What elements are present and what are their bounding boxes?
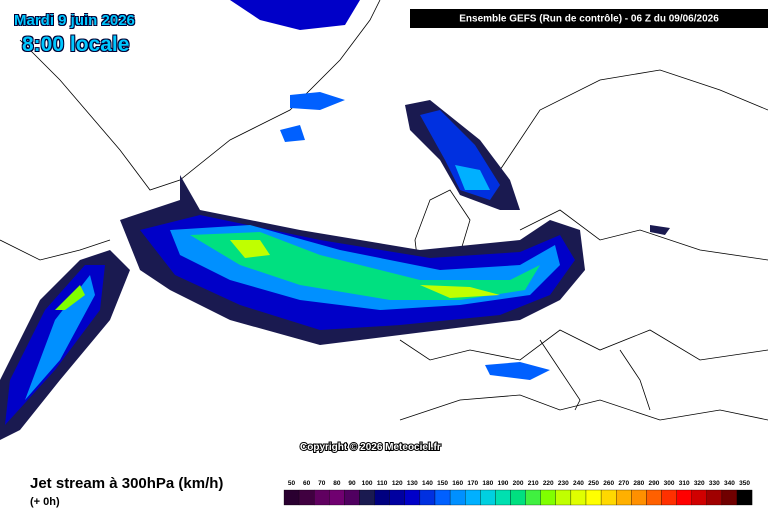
colorbar-label: 300 bbox=[664, 480, 675, 487]
colorbar-label: 280 bbox=[633, 480, 644, 487]
color-swatch bbox=[706, 489, 723, 506]
color-swatch bbox=[691, 489, 707, 506]
colorbar-label: 160 bbox=[452, 480, 463, 487]
colorbar-label: 350 bbox=[739, 480, 750, 487]
colorbar-label: 240 bbox=[573, 480, 584, 487]
jet-stream bbox=[0, 0, 670, 440]
colorbar-label: 290 bbox=[649, 480, 660, 487]
colorbar-label: 100 bbox=[362, 480, 373, 487]
color-swatch bbox=[359, 489, 375, 506]
color-swatch bbox=[374, 489, 390, 506]
colorbar-label: 250 bbox=[588, 480, 599, 487]
colorbar-label: 340 bbox=[724, 480, 735, 487]
color-swatch bbox=[585, 489, 602, 506]
colorbar-label: 70 bbox=[318, 480, 326, 487]
color-swatch bbox=[631, 489, 647, 506]
colorbar-label: 260 bbox=[603, 480, 614, 487]
color-swatch bbox=[540, 489, 556, 506]
coastlines bbox=[0, 0, 768, 421]
color-swatch bbox=[298, 489, 315, 506]
colorbar-label: 330 bbox=[709, 480, 720, 487]
colorbar-label: 230 bbox=[558, 480, 569, 487]
run-box bbox=[410, 9, 768, 28]
colorbar-label: 50 bbox=[288, 480, 296, 487]
color-swatch bbox=[314, 489, 330, 506]
colorbar-label: 310 bbox=[679, 480, 690, 487]
color-swatch bbox=[419, 489, 436, 506]
time-label: 8:00 locale bbox=[22, 33, 130, 56]
color-swatch bbox=[465, 489, 481, 506]
color-swatch bbox=[661, 489, 677, 506]
run-label: Ensemble GEFS (Run de contrôle) - 06 Z d… bbox=[459, 14, 719, 25]
colorbar-label: 320 bbox=[694, 480, 705, 487]
color-swatch bbox=[600, 489, 617, 506]
colorbar-label: 270 bbox=[618, 480, 629, 487]
colorbar-label: 190 bbox=[498, 480, 509, 487]
legend-title: Jet stream à 300hPa (km/h) bbox=[30, 475, 223, 492]
colorbar-label: 140 bbox=[422, 480, 433, 487]
color-swatch bbox=[646, 489, 662, 506]
colorbar-label: 210 bbox=[528, 480, 539, 487]
color-swatch bbox=[736, 489, 753, 506]
color-swatch bbox=[329, 489, 345, 506]
color-swatch bbox=[434, 489, 451, 506]
date-label: Mardi 9 juin 2026 bbox=[14, 12, 135, 29]
color-swatch bbox=[389, 489, 405, 506]
color-swatch bbox=[449, 489, 466, 506]
colorbar-label: 150 bbox=[437, 480, 448, 487]
color-swatch bbox=[510, 489, 526, 506]
color-swatch bbox=[344, 489, 360, 506]
colorbar-label: 120 bbox=[392, 480, 403, 487]
colorbar-label: 220 bbox=[543, 480, 554, 487]
lead-time: (+ 0h) bbox=[30, 496, 60, 508]
colorbar-label: 200 bbox=[513, 480, 524, 487]
color-swatch bbox=[721, 489, 738, 506]
color-swatch bbox=[555, 489, 572, 506]
colorbar-label: 180 bbox=[482, 480, 493, 487]
colorbar-label: 110 bbox=[377, 480, 388, 487]
colorbar-label: 130 bbox=[407, 480, 418, 487]
color-swatch bbox=[404, 489, 421, 506]
color-swatch bbox=[676, 489, 692, 506]
color-swatch bbox=[480, 489, 496, 506]
colorbar: 50 60 70 80 90 100 110 120 130 140 150 160 170 180 190… bbox=[283, 480, 753, 506]
colorbar-label: 90 bbox=[348, 480, 356, 487]
color-swatch bbox=[283, 489, 300, 506]
colorbar-label: 60 bbox=[303, 480, 311, 487]
color-swatch bbox=[525, 489, 541, 506]
copyright: Copyright © 2026 Meteociel.fr bbox=[300, 442, 441, 453]
color-swatch bbox=[495, 489, 511, 506]
color-swatch bbox=[570, 489, 587, 506]
colorbar-label: 170 bbox=[467, 480, 478, 487]
color-swatch bbox=[616, 489, 632, 506]
colorbar-label: 80 bbox=[333, 480, 341, 487]
